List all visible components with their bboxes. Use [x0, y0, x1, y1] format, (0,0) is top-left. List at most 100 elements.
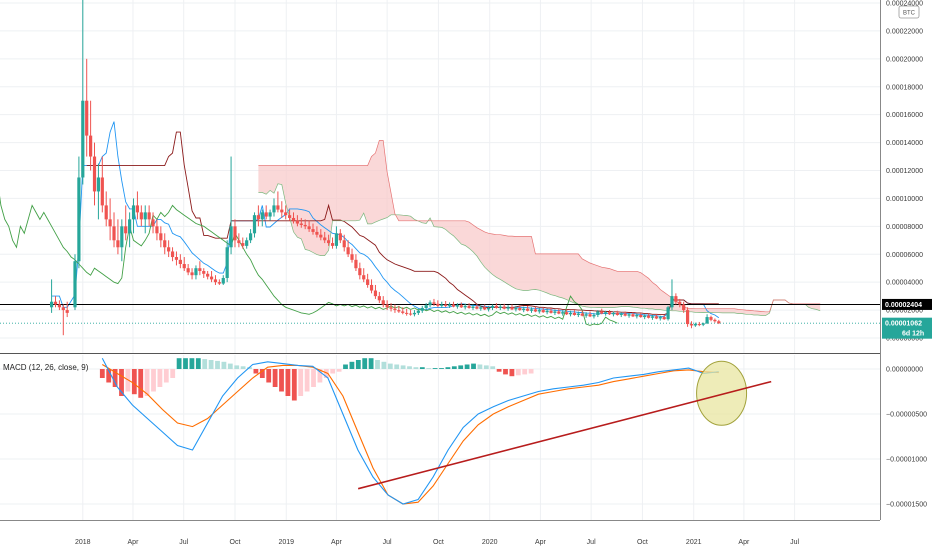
candle-body [116, 240, 120, 248]
candle [529, 307, 534, 313]
candle [650, 314, 655, 320]
candle [689, 321, 694, 329]
candle [295, 215, 300, 227]
macd-histogram-bar [413, 367, 419, 369]
candle-body [100, 177, 104, 206]
candle-body [311, 229, 315, 232]
candle-body [373, 290, 378, 297]
candle [428, 300, 432, 308]
candle-body [576, 313, 580, 315]
candle-body [124, 226, 128, 234]
macd-tick-label: −0.00001500 [886, 502, 927, 509]
candle [128, 212, 132, 248]
candle [697, 321, 701, 327]
candle-body [678, 301, 682, 305]
candle-body [209, 276, 214, 280]
candle [112, 212, 116, 248]
candle-body [280, 209, 284, 213]
candle [502, 303, 506, 310]
candle [198, 261, 202, 276]
candle [174, 251, 179, 266]
candle-body [346, 247, 350, 255]
macd-histogram-bar [496, 369, 502, 372]
macd-histogram-bar [195, 358, 201, 369]
time-tick-label: Apr [738, 539, 750, 546]
candle-body [494, 305, 498, 308]
candle [432, 298, 436, 306]
candle-body [533, 309, 538, 312]
candle [381, 296, 385, 308]
candle-body [89, 135, 93, 157]
macd-signal-line [102, 364, 719, 505]
candle [561, 310, 565, 316]
macd-histogram-bar [515, 369, 521, 376]
macd-histogram-bar [394, 364, 400, 369]
candle-body [49, 301, 54, 308]
candle [709, 315, 713, 322]
candle-body [447, 304, 452, 306]
candle [167, 240, 171, 258]
price-tick-label: 0.00022000 [886, 28, 923, 35]
candle-body [268, 212, 272, 217]
candle-body [186, 268, 190, 273]
candle [260, 209, 264, 227]
macd-histogram-bar [119, 369, 124, 396]
candle [202, 268, 206, 278]
candle-body [354, 259, 358, 269]
candle [237, 233, 241, 248]
candle [565, 309, 569, 315]
price-tick-label: 0.00018000 [886, 84, 923, 91]
candle-body [483, 307, 487, 310]
macd-histogram-bar [227, 363, 233, 369]
candle-body [225, 247, 229, 278]
candle-body [393, 308, 397, 311]
candle-body [57, 304, 61, 308]
candle [65, 301, 69, 318]
candle-body [260, 212, 264, 220]
macd-histogram-bar [183, 358, 188, 369]
candle [77, 156, 81, 269]
macd-histogram-bar [355, 360, 361, 369]
price-tick-label: 0.00008000 [886, 224, 923, 231]
candle [358, 262, 362, 280]
candle-body [627, 314, 631, 316]
candle-body [233, 226, 237, 241]
candle-body [338, 233, 342, 241]
price-tick-label: 0.00000000 [886, 336, 923, 343]
candle [178, 254, 182, 269]
candle [611, 311, 616, 317]
candle [57, 300, 61, 311]
candle [334, 226, 339, 249]
btc-currency-badge[interactable]: BTC [898, 5, 920, 19]
macd-tick-label: −0.00001000 [886, 457, 927, 464]
candle-body [502, 306, 506, 309]
macd-trendline[interactable] [357, 380, 772, 490]
highlight-circle[interactable] [696, 360, 748, 426]
candle-body [713, 319, 717, 322]
macd-indicator-title[interactable]: MACD (12, 26, close, 9) [3, 363, 89, 372]
candle [159, 226, 163, 248]
candle [518, 305, 522, 311]
candle [596, 310, 600, 318]
candle-body [408, 313, 413, 315]
cloud-fill [258, 140, 821, 316]
candle [354, 254, 358, 271]
candle-body [241, 243, 245, 246]
candle [287, 209, 292, 221]
candle [604, 310, 608, 316]
candle-body [639, 314, 643, 318]
candle-body [170, 251, 175, 258]
candle [510, 304, 514, 311]
candle [245, 237, 249, 249]
candle [580, 310, 584, 317]
candle-body [623, 313, 627, 316]
candle [576, 311, 580, 318]
candle-body [643, 315, 647, 318]
candle [256, 205, 260, 227]
candle-body [334, 233, 339, 246]
candle [568, 310, 573, 317]
macd-histogram-bar [464, 364, 470, 369]
macd-histogram-bar [458, 365, 464, 369]
candle [451, 301, 456, 308]
macd-histogram-bar [189, 358, 195, 369]
